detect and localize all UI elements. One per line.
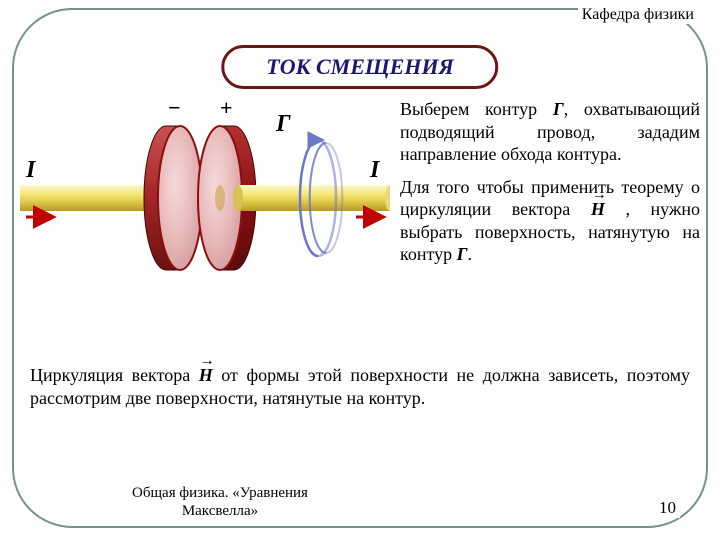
paragraph-2: Для того чтобы применить теорему о цирку…: [400, 176, 700, 266]
paragraph-1: Выберем контур Г, охватывающий подводящи…: [400, 98, 700, 166]
paragraphs-right: Выберем контур Г, охватывающий подводящи…: [400, 98, 700, 276]
page-number: 10: [655, 498, 680, 518]
p2-gamma: Г: [457, 244, 468, 264]
slide-title: ТОК СМЕЩЕНИЯ: [221, 45, 498, 89]
p1-gamma: Г: [553, 99, 564, 119]
minus-label: −: [168, 95, 181, 120]
footer-caption: Общая физика. «Уравнения Максвелла»: [110, 484, 330, 520]
paragraph-bottom: Циркуляция вектора H от формы этой повер…: [30, 364, 690, 409]
plus-label: +: [220, 95, 233, 120]
department-label: Кафедра физики: [578, 6, 698, 24]
p2-vec-h: H: [591, 198, 605, 221]
p2-d: .: [467, 244, 472, 264]
capacitor-diagram: − + Г I I: [20, 85, 390, 325]
gamma-label: Г: [275, 111, 291, 137]
p3-a: Циркуляция вектора: [30, 365, 199, 385]
current-right-label: I: [369, 157, 381, 183]
p3-vec-h: H: [199, 364, 213, 387]
slide: Кафедра физики ТОК СМЕЩЕНИЯ: [0, 0, 720, 540]
current-left-label: I: [25, 157, 37, 183]
p1-a: Выберем контур: [400, 99, 553, 119]
